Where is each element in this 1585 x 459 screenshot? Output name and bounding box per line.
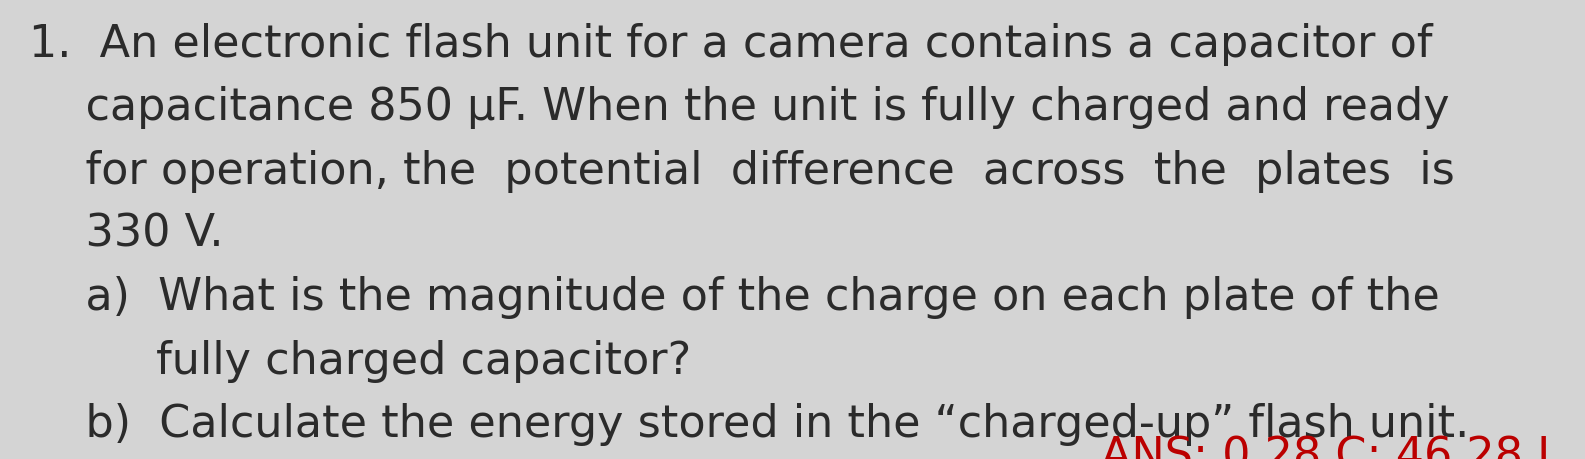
Text: 1.  An electronic flash unit for a camera contains a capacitor of: 1. An electronic flash unit for a camera… bbox=[29, 23, 1431, 66]
Text: 330 V.: 330 V. bbox=[29, 213, 223, 256]
Text: ANS: 0.28 C; 46.28 J: ANS: 0.28 C; 46.28 J bbox=[1102, 435, 1550, 459]
Text: b)  Calculate the energy stored in the “charged-up” flash unit.: b) Calculate the energy stored in the “c… bbox=[29, 403, 1469, 446]
Text: for operation, the  potential  difference  across  the  plates  is: for operation, the potential difference … bbox=[29, 150, 1455, 193]
Text: capacitance 850 μF. When the unit is fully charged and ready: capacitance 850 μF. When the unit is ful… bbox=[29, 86, 1449, 129]
Text: fully charged capacitor?: fully charged capacitor? bbox=[29, 340, 691, 383]
Text: a)  What is the magnitude of the charge on each plate of the: a) What is the magnitude of the charge o… bbox=[29, 276, 1439, 319]
